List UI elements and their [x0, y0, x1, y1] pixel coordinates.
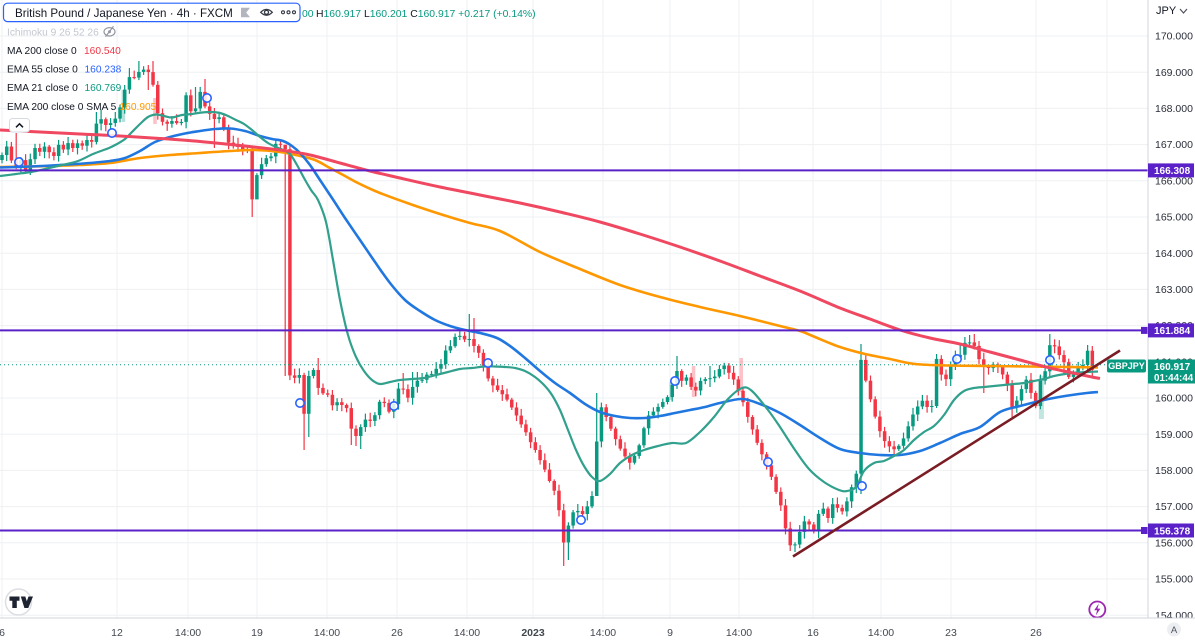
svg-text:00: 00 [302, 9, 314, 20]
svg-text:EMA 200 close 0 SMA 5: EMA 200 close 0 SMA 5 [7, 102, 117, 113]
svg-text:British Pound / Japanese Yen ·: British Pound / Japanese Yen · 4h · FXCM [15, 7, 233, 20]
svg-text:160.000: 160.000 [1155, 393, 1193, 405]
svg-text:23: 23 [945, 627, 957, 639]
svg-text:170.000: 170.000 [1155, 31, 1193, 43]
svg-text:166.000: 166.000 [1155, 175, 1193, 187]
svg-text:163.000: 163.000 [1155, 284, 1193, 296]
svg-text:A: A [1171, 625, 1178, 636]
svg-text:166.308: 166.308 [1154, 166, 1191, 177]
svg-text:165.000: 165.000 [1155, 212, 1193, 224]
svg-text:26: 26 [1030, 627, 1042, 639]
svg-text:14:00: 14:00 [454, 627, 480, 639]
svg-text:01:44:44: 01:44:44 [1154, 373, 1194, 384]
svg-text:156.378: 156.378 [1154, 526, 1191, 537]
svg-text:14:00: 14:00 [175, 627, 201, 639]
svg-text:26: 26 [391, 627, 403, 639]
svg-text:157.000: 157.000 [1155, 501, 1193, 513]
svg-text:GBPJPY: GBPJPY [1108, 361, 1145, 371]
svg-text:6: 6 [0, 627, 5, 639]
svg-text:160.238: 160.238 [85, 65, 122, 76]
svg-text:167.000: 167.000 [1155, 139, 1193, 151]
svg-text:2023: 2023 [521, 627, 545, 639]
svg-text:19: 19 [251, 627, 263, 639]
svg-text:156.000: 156.000 [1155, 537, 1193, 549]
svg-text:12: 12 [111, 627, 123, 639]
svg-text:160.540: 160.540 [84, 46, 121, 57]
svg-text:164.000: 164.000 [1155, 248, 1193, 260]
svg-text:EMA 55 close 0: EMA 55 close 0 [7, 65, 78, 76]
svg-text:9: 9 [667, 627, 673, 639]
svg-text:159.000: 159.000 [1155, 429, 1193, 441]
svg-text:14:00: 14:00 [590, 627, 616, 639]
svg-text:16: 16 [807, 627, 819, 639]
svg-text:EMA 21 close 0: EMA 21 close 0 [7, 83, 78, 94]
svg-text:168.000: 168.000 [1155, 103, 1193, 115]
svg-text:MA 200 close 0: MA 200 close 0 [7, 46, 77, 57]
svg-text:14:00: 14:00 [726, 627, 752, 639]
svg-text:160.905: 160.905 [120, 102, 157, 113]
svg-text:169.000: 169.000 [1155, 67, 1193, 79]
svg-text:160.917: 160.917 [1154, 362, 1191, 373]
svg-text:160.769: 160.769 [85, 83, 122, 94]
svg-text:158.000: 158.000 [1155, 465, 1193, 477]
svg-text:161.884: 161.884 [1154, 326, 1191, 337]
svg-text:14:00: 14:00 [868, 627, 894, 639]
svg-text:14:00: 14:00 [314, 627, 340, 639]
svg-text:155.000: 155.000 [1155, 574, 1193, 586]
svg-text:Ichimoku 9 26 52 26: Ichimoku 9 26 52 26 [7, 28, 99, 39]
svg-text:H160.917 L160.201 C160.917 +0.: H160.917 L160.201 C160.917 +0.217 (+0.14… [316, 9, 536, 20]
svg-text:JPY: JPY [1156, 5, 1177, 17]
